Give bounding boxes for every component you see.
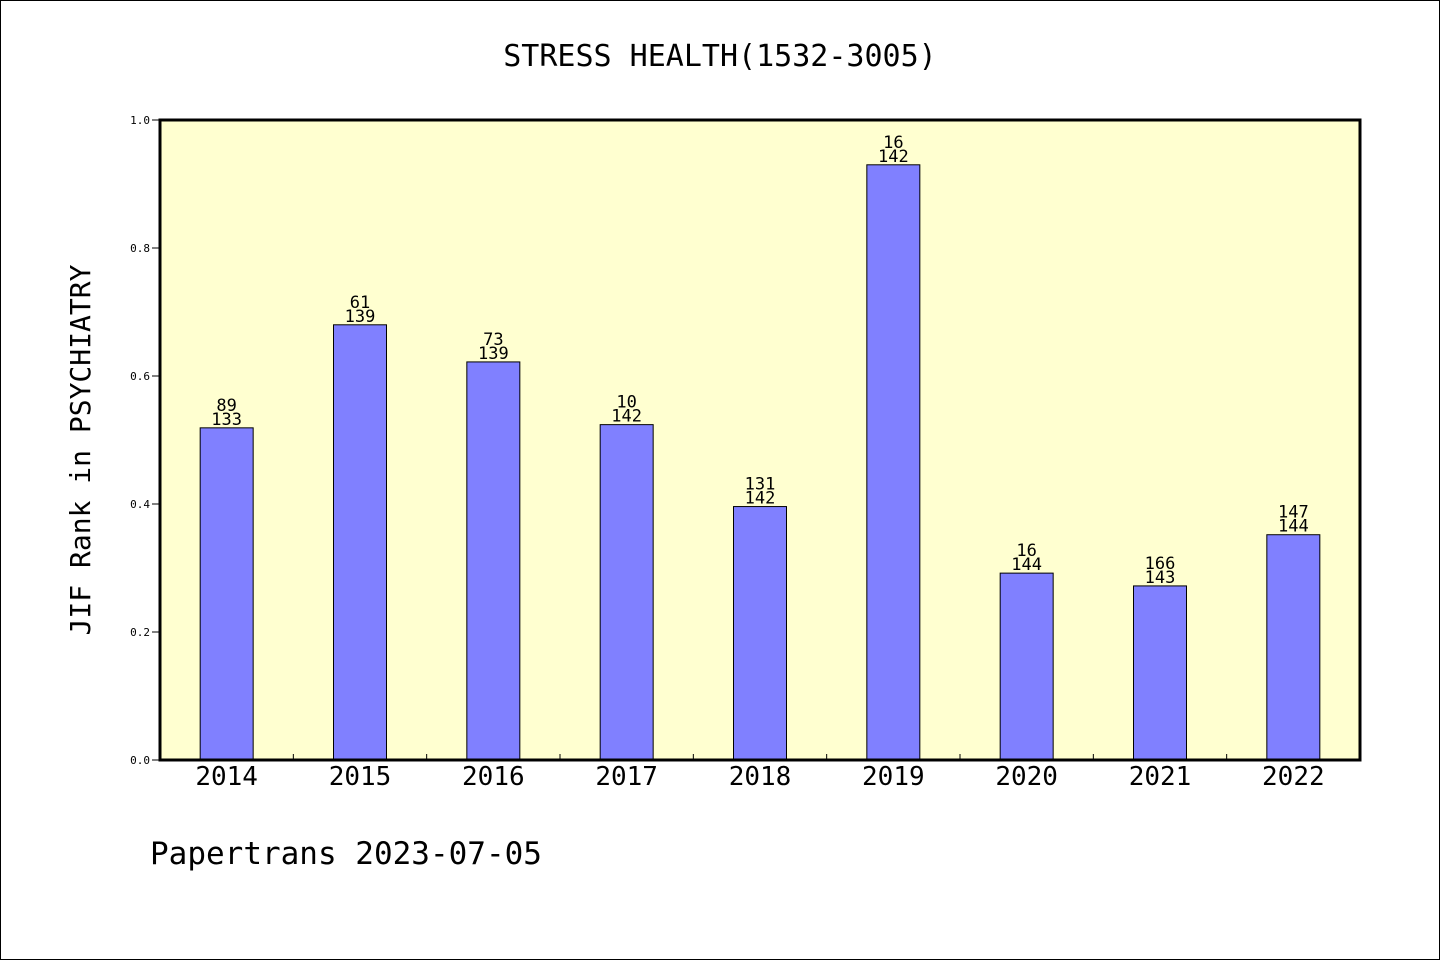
bar-2020: [999, 572, 1054, 761]
bar-rank-label: 73: [483, 330, 503, 350]
x-tick-label: 2017: [595, 762, 658, 792]
bar-total-label: 144: [1278, 517, 1309, 537]
x-tick-label: 2016: [462, 762, 525, 792]
x-tick-label: 2018: [729, 762, 792, 792]
bar-2017: [599, 424, 654, 761]
x-tick-label: 2020: [995, 762, 1058, 792]
bar-rank-label: 16: [1016, 541, 1036, 561]
bar-total-label: 143: [1145, 568, 1176, 588]
plot-border: [158, 118, 1362, 762]
y-tick-label: 0.4: [130, 498, 150, 511]
bar-rank-label: 89: [216, 396, 236, 416]
bar-rank-label: 166: [1145, 554, 1176, 574]
bar-rank-label: 10: [616, 393, 636, 413]
y-tick-label: 0.6: [130, 370, 150, 383]
bar-total-label: 142: [745, 489, 776, 509]
bar-2018: [733, 506, 787, 761]
bar-2021: [1133, 585, 1187, 761]
y-tick-label: 1.0: [130, 114, 150, 127]
x-tick-label: 2022: [1262, 762, 1325, 792]
bar-total-label: 139: [478, 344, 509, 364]
x-tick-label: 2015: [329, 762, 392, 792]
bar-2014: [199, 427, 254, 761]
x-tick-label: 2019: [862, 762, 925, 792]
y-tick-label: 0.2: [130, 626, 150, 639]
bar-total-label: 142: [611, 407, 642, 427]
bar-rank-label: 16: [883, 133, 903, 153]
y-axis-label: JIF Rank in PSYCHIATRY: [64, 264, 97, 635]
bar-rank-label: 61: [350, 293, 370, 313]
x-axis-ticks: 2014 2015 2016 2017 2018 2019 2020 2021 2022: [195, 754, 1325, 792]
chart-title: STRESS HEALTH(1532-3005): [503, 39, 936, 74]
bar-total-label: 139: [345, 307, 376, 327]
y-tick-label: 0.8: [130, 242, 150, 255]
bar-2015: [333, 324, 387, 761]
y-tick-label: 0.0: [130, 754, 150, 767]
bar-total-label: 144: [1011, 555, 1042, 575]
x-tick-label: 2021: [1129, 762, 1192, 792]
bar-rank-label: 147: [1278, 503, 1309, 523]
footer-credit: Papertrans 2023-07-05: [150, 836, 542, 872]
bar-total-label: 142: [878, 147, 909, 167]
bar-total-label: 133: [211, 410, 242, 430]
bar-2016: [466, 361, 521, 761]
bar-2022: [1266, 534, 1321, 761]
bars-group: [199, 164, 1321, 761]
y-axis-ticks: 0.0 0.2 0.4 0.6 0.8 1.0: [130, 114, 160, 767]
bar-rank-label: 131: [745, 475, 776, 495]
x-tick-label: 2014: [195, 762, 258, 792]
bar-2019: [866, 164, 921, 761]
